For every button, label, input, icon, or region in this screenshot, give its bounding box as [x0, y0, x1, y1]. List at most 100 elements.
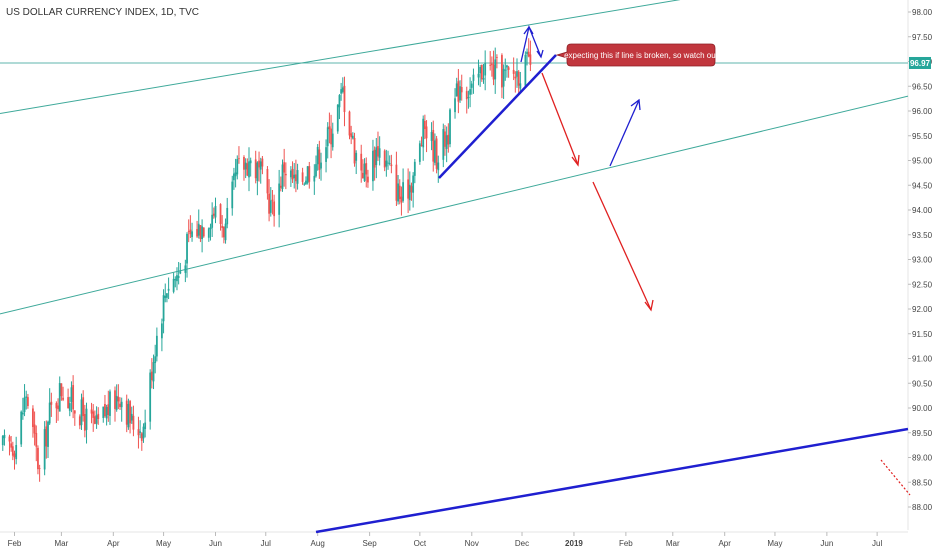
candle-body [291, 168, 294, 180]
candle-body [378, 148, 381, 158]
candle-body [425, 126, 428, 139]
y-tick-label: 91.00 [912, 355, 932, 364]
candle-body [140, 433, 143, 441]
candle-body [273, 201, 276, 217]
candle-body [166, 293, 168, 298]
candle-body [50, 401, 53, 405]
candle-body [343, 85, 346, 113]
y-tick-label: 96.50 [912, 82, 932, 91]
candle-body [191, 231, 193, 238]
candle-body [482, 78, 485, 80]
candle-body [331, 133, 334, 148]
callout-note[interactable]: expecting this if line is broken, so wat… [555, 43, 719, 67]
y-tick-label: 90.50 [912, 379, 932, 388]
candle-body [390, 164, 393, 167]
candle-body [418, 143, 421, 162]
candle-body [316, 146, 319, 165]
dotted-projection-line [880, 459, 911, 496]
candle-body [33, 424, 36, 434]
candle-body [412, 175, 415, 193]
candle-body [70, 387, 73, 402]
y-tick-label: 89.50 [912, 429, 932, 438]
candle-body [254, 159, 257, 179]
x-tick-label: Feb [619, 539, 633, 548]
x-tick-label: Jun [820, 539, 833, 548]
candle-body [388, 163, 391, 164]
drop-arrowhead-2 [644, 299, 654, 312]
candle-body [137, 429, 140, 436]
candle-body [104, 403, 106, 417]
candle-body [430, 131, 433, 141]
candle-body [271, 199, 274, 201]
current-price-tag: 96.97 [909, 56, 931, 69]
candle-body [387, 162, 389, 164]
candle-body [72, 385, 75, 410]
callout-text: expecting this if line is broken, so wat… [564, 51, 719, 60]
candle-body [222, 226, 225, 238]
candle-body [27, 397, 29, 406]
candle-body [447, 134, 450, 145]
rebound-arrowhead [630, 98, 641, 111]
candle-body [177, 276, 180, 278]
candle-body [305, 180, 307, 185]
candle-body [268, 193, 270, 214]
candle-body [139, 431, 142, 433]
candle-body [55, 403, 58, 409]
candle-body [236, 159, 239, 175]
candle-body [410, 186, 413, 193]
candle-body [306, 166, 309, 183]
candle-body [444, 131, 446, 147]
candle-body [155, 335, 158, 357]
candle-body [502, 68, 505, 87]
candle-body [308, 166, 311, 182]
y-tick-label: 89.00 [912, 454, 932, 463]
candle-body [144, 422, 147, 429]
drop-arrow-line-2 [592, 181, 652, 311]
candle-body [442, 129, 445, 160]
candle-body [3, 434, 6, 439]
x-tick-label: May [767, 539, 782, 548]
candle-body [186, 233, 188, 264]
y-tick-label: 90.00 [912, 404, 932, 413]
candle-body [211, 214, 214, 228]
candle-body [127, 403, 130, 428]
candle-body [189, 229, 192, 235]
candle-body [238, 158, 240, 160]
candle-body [197, 223, 200, 236]
candle-body [60, 383, 63, 397]
candle-body [130, 413, 133, 421]
candle-body [68, 403, 71, 411]
candle-body [119, 403, 121, 407]
candle-body [383, 150, 386, 168]
candle-body [362, 172, 364, 179]
candle-body [150, 371, 153, 381]
candle-body [231, 181, 234, 209]
chart-title: US DOLLAR CURRENCY INDEX, 1D, TVC [6, 7, 199, 18]
candle-body [73, 410, 76, 414]
candle-body [107, 404, 110, 415]
x-tick-label: Jul [872, 539, 882, 548]
candle-body [313, 175, 316, 182]
candle-body [57, 405, 59, 410]
candle-body [102, 406, 105, 418]
candle-body [234, 172, 237, 177]
candle-body [422, 118, 425, 148]
candle-body [82, 397, 85, 417]
y-tick-label: 92.50 [912, 280, 932, 289]
candle-body [15, 445, 18, 460]
candle-body [501, 55, 503, 88]
candle-body [467, 97, 470, 98]
candle-body [372, 150, 374, 182]
x-tick-label: Aug [311, 539, 325, 548]
candle-body [477, 73, 480, 78]
candle-body [224, 223, 227, 241]
candle-body [398, 185, 401, 199]
candle-body [244, 162, 247, 170]
y-tick-label: 88.00 [912, 503, 932, 512]
candle-body [338, 95, 341, 108]
candle-body [340, 89, 343, 94]
candlestick-series [1, 38, 532, 482]
candle-body [32, 408, 34, 428]
y-tick-label: 93.50 [912, 231, 932, 240]
